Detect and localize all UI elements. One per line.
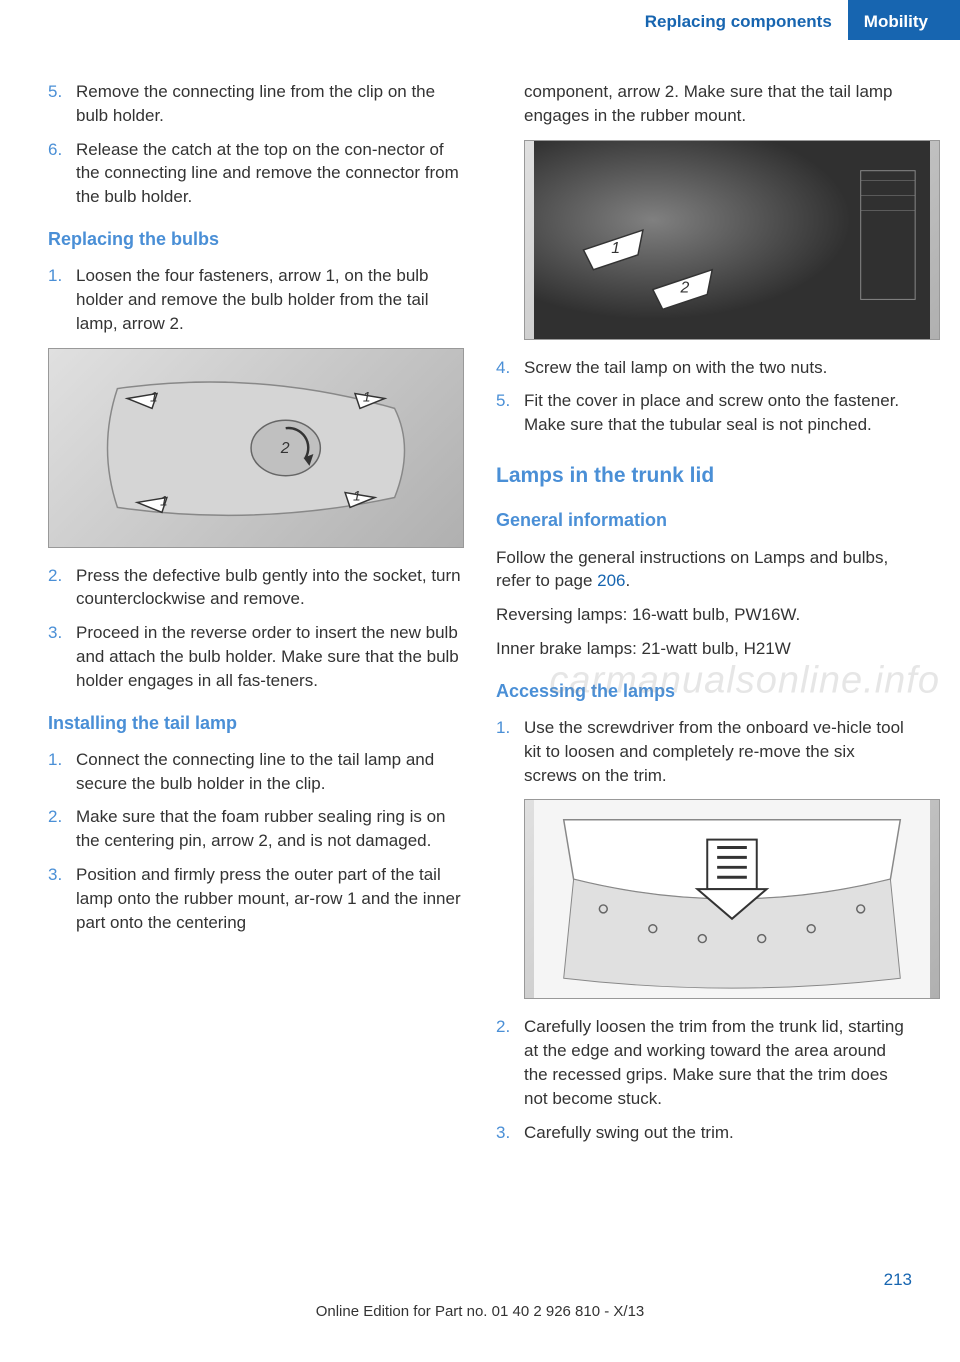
list-text: Release the catch at the top on the con‐… [76,138,464,209]
list-item: 6. Release the catch at the top on the c… [48,138,464,209]
list-number: 4. [496,356,524,380]
list-item: 1. Loosen the four fasteners, arrow 1, o… [48,264,464,335]
paragraph: Inner brake lamps: 21-watt bulb, H21W [496,637,912,661]
list-text: Make sure that the foam rubber sealing r… [76,805,464,853]
list-text: Press the defective bulb gently into the… [76,564,464,612]
paragraph: Reversing lamps: 16-watt bulb, PW16W. [496,603,912,627]
svg-text:1: 1 [160,492,168,508]
list-spacer [496,80,524,128]
heading-accessing-lamps: Accessing the lamps [496,679,912,704]
list-number: 3. [496,1121,524,1145]
list-item: 3. Proceed in the reverse order to inser… [48,621,464,692]
list-item: 1. Use the screwdriver from the onboard … [496,716,912,787]
list-text: Connect the connecting line to the tail … [76,748,464,796]
list-text: Fit the cover in place and screw onto th… [524,389,912,437]
left-column: 5. Remove the connecting line from the c… [48,80,464,1154]
figure-bulb-holder: 1 1 1 1 2 [48,348,464,548]
heading-lamps-trunk-lid: Lamps in the trunk lid [496,461,912,490]
figure-trunk-interior: 1 2 [524,140,940,340]
list-text: Carefully swing out the trim. [524,1121,912,1145]
list-number: 3. [48,863,76,934]
list-number: 5. [48,80,76,128]
svg-text:1: 1 [150,388,158,404]
list-text: Position and firmly press the outer part… [76,863,464,934]
list-number: 6. [48,138,76,209]
svg-text:1: 1 [353,487,361,503]
footer-text: Online Edition for Part no. 01 40 2 926 … [0,1301,960,1322]
heading-general-info: General information [496,508,912,533]
list-item-continuation: component, arrow 2. Make sure that the t… [496,80,912,128]
list-text: Carefully loosen the trim from the trunk… [524,1015,912,1110]
svg-text:2: 2 [680,279,690,296]
list-item: 3. Position and firmly press the outer p… [48,863,464,934]
list-item: 4. Screw the tail lamp on with the two n… [496,356,912,380]
list-number: 1. [496,716,524,787]
list-number: 1. [48,748,76,796]
heading-installing-tail-lamp: Installing the tail lamp [48,711,464,736]
list-item: 5. Remove the connecting line from the c… [48,80,464,128]
list-number: 3. [48,621,76,692]
list-text: Proceed in the reverse order to insert t… [76,621,464,692]
heading-replacing-bulbs: Replacing the bulbs [48,227,464,252]
svg-text:1: 1 [611,239,620,256]
list-text: Use the screwdriver from the onboard ve‐… [524,716,912,787]
list-item: 1. Connect the connecting line to the ta… [48,748,464,796]
page-number: 213 [884,1268,912,1292]
list-number: 5. [496,389,524,437]
header-chapter: Mobility [848,0,960,40]
list-item: 2. Press the defective bulb gently into … [48,564,464,612]
list-text: Loosen the four fasteners, arrow 1, on t… [76,264,464,335]
svg-text:1: 1 [363,388,371,404]
paragraph: Follow the general instructions on Lamps… [496,546,912,594]
list-number: 2. [48,805,76,853]
list-item: 3. Carefully swing out the trim. [496,1121,912,1145]
header-section: Replacing components [645,0,848,40]
list-number: 2. [496,1015,524,1110]
list-item: 5. Fit the cover in place and screw onto… [496,389,912,437]
list-number: 2. [48,564,76,612]
list-text: component, arrow 2. Make sure that the t… [524,80,912,128]
list-text: Screw the tail lamp on with the two nuts… [524,356,912,380]
svg-text:2: 2 [280,440,290,457]
text-fragment: Follow the general instructions on Lamps… [496,548,888,591]
list-number: 1. [48,264,76,335]
list-item: 2. Make sure that the foam rubber sealin… [48,805,464,853]
content: 5. Remove the connecting line from the c… [0,80,960,1154]
header: Replacing components Mobility [0,0,960,40]
list-item: 2. Carefully loosen the trim from the tr… [496,1015,912,1110]
page-link-206[interactable]: 206 [597,571,625,590]
text-fragment: . [626,571,631,590]
right-column: component, arrow 2. Make sure that the t… [496,80,912,1154]
list-text: Remove the connecting line from the clip… [76,80,464,128]
figure-trunk-lid-trim [524,799,940,999]
